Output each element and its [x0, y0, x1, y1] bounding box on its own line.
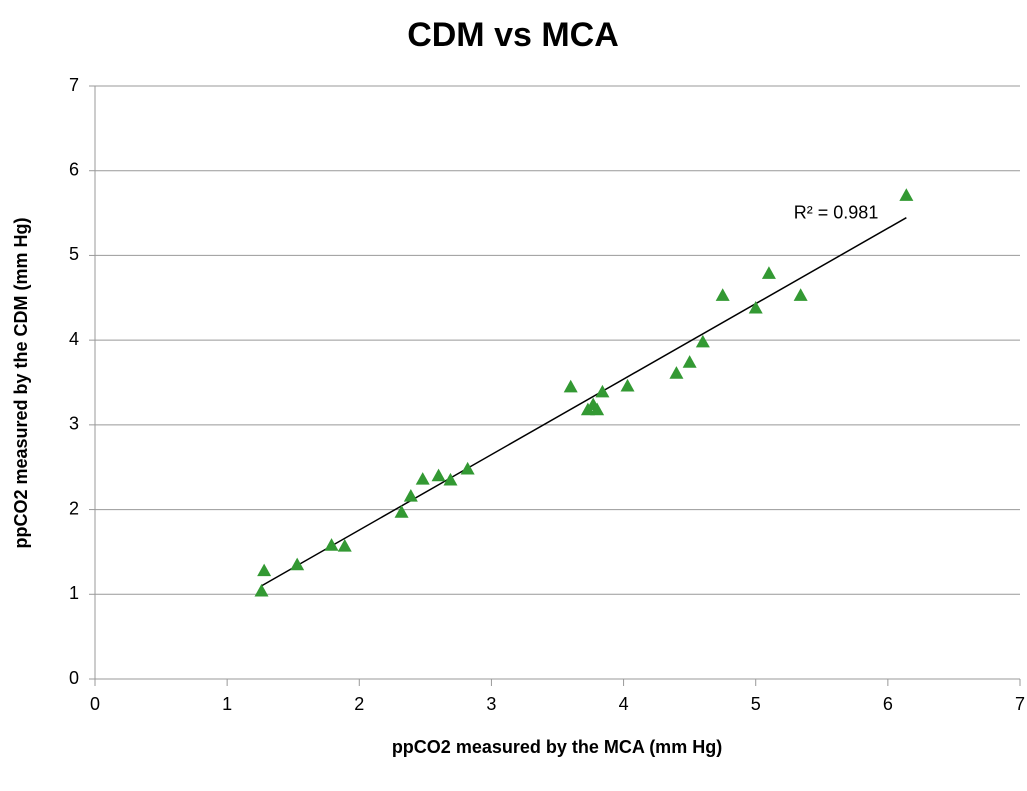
data-point — [590, 402, 605, 416]
x-tick-label: 0 — [90, 694, 100, 714]
data-point — [595, 384, 610, 398]
data-point — [793, 288, 808, 301]
x-tick-label: 6 — [883, 694, 893, 714]
y-tick-label: 5 — [69, 244, 79, 264]
y-tick-label: 4 — [69, 329, 79, 349]
data-point — [899, 188, 914, 201]
data-point — [337, 538, 352, 552]
x-tick-label: 7 — [1015, 694, 1025, 714]
data-point — [715, 288, 730, 301]
data-point — [682, 355, 697, 368]
data-point — [443, 472, 458, 486]
y-tick-label: 7 — [69, 75, 79, 95]
y-tick-label: 6 — [69, 159, 79, 179]
y-tick-label: 3 — [69, 414, 79, 434]
data-point — [254, 583, 269, 597]
data-point — [460, 461, 475, 475]
chart-title: CDM vs MCA — [407, 16, 619, 54]
data-point — [394, 505, 409, 518]
data-point — [290, 557, 305, 571]
x-axis-title: ppCO2 measured by the MCA (mm Hg) — [392, 737, 722, 757]
data-point — [563, 379, 578, 393]
y-tick-label: 2 — [69, 498, 79, 518]
data-point — [669, 366, 684, 379]
x-tick-label: 4 — [619, 694, 629, 714]
trendline-annotation: R² = 0.981 — [794, 202, 879, 222]
data-point — [403, 489, 418, 502]
data-point — [695, 334, 710, 348]
data-point — [620, 378, 635, 392]
y-tick-label: 1 — [69, 583, 79, 603]
data-point — [257, 563, 272, 577]
x-tick-label: 3 — [486, 694, 496, 714]
y-tick-label: 0 — [69, 668, 79, 688]
trendline — [261, 217, 907, 587]
data-point — [748, 300, 763, 314]
data-point — [415, 472, 430, 485]
data-point — [324, 538, 339, 551]
data-point — [431, 468, 446, 482]
x-tick-label: 2 — [354, 694, 364, 714]
x-tick-label: 5 — [751, 694, 761, 714]
data-point — [761, 266, 776, 279]
y-axis-title: ppCO2 measured by the CDM (mm Hg) — [11, 217, 31, 548]
x-tick-label: 1 — [222, 694, 232, 714]
